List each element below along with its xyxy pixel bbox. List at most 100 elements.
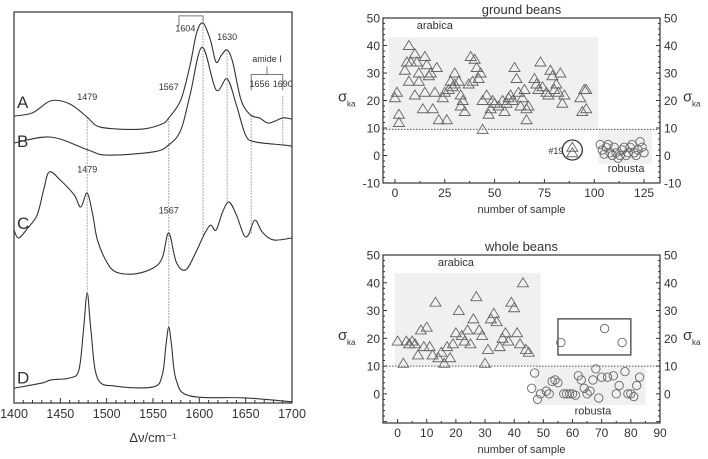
x-tick-label: 1700 bbox=[278, 407, 306, 421]
point-arabica bbox=[402, 39, 416, 50]
plot-frame bbox=[13, 11, 293, 404]
point-arabica bbox=[484, 313, 498, 324]
point-arabica bbox=[454, 100, 468, 111]
point-arabica bbox=[487, 307, 501, 318]
point-arabica bbox=[532, 83, 545, 94]
point-arabica bbox=[405, 335, 419, 346]
plot-frame bbox=[382, 254, 661, 424]
curve-label-C: C bbox=[17, 214, 29, 233]
x-tick-label: 40 bbox=[508, 426, 522, 440]
point-arabica bbox=[504, 296, 518, 307]
point-robusta bbox=[614, 380, 624, 391]
point-arabica bbox=[408, 89, 422, 100]
point-arabica bbox=[428, 86, 442, 97]
point-arabica bbox=[566, 146, 579, 158]
point-arabica bbox=[573, 91, 587, 103]
y-tick-label-right: 30 bbox=[664, 304, 678, 318]
point-arabica bbox=[432, 351, 445, 363]
point-arabica bbox=[411, 349, 425, 360]
peak-label: 1567 bbox=[159, 205, 179, 215]
point-arabica bbox=[484, 102, 497, 114]
point-robusta bbox=[576, 375, 586, 385]
y-tick-label-left: 40 bbox=[367, 276, 381, 290]
y-tick-label-left: 0 bbox=[373, 387, 380, 401]
point-robusta bbox=[631, 150, 641, 161]
point-arabica bbox=[458, 335, 471, 346]
point-arabica bbox=[412, 67, 426, 78]
point-arabica bbox=[470, 290, 483, 302]
x-tick-label: 75 bbox=[538, 186, 552, 200]
point-robusta bbox=[564, 389, 575, 399]
point-arabica bbox=[468, 53, 481, 64]
x-tick-label: 20 bbox=[449, 426, 463, 440]
x-tick-label: 30 bbox=[478, 426, 492, 440]
x-tick-label: 1450 bbox=[46, 407, 74, 421]
point-robusta bbox=[615, 150, 625, 161]
spectrum-line-C bbox=[13, 171, 293, 275]
y-axis-label-sub-right: ka bbox=[692, 100, 701, 109]
point-arabica bbox=[502, 335, 515, 346]
y-axis-label-sub-left: ka bbox=[347, 338, 356, 347]
point-arabica bbox=[472, 72, 485, 83]
peak-label: 1604 bbox=[175, 24, 195, 34]
point-robusta bbox=[550, 375, 560, 385]
x-tick-label: 0 bbox=[392, 186, 399, 200]
y-axis-label-sub-right: ka bbox=[692, 338, 701, 347]
point-arabica bbox=[506, 94, 519, 105]
point-arabica bbox=[462, 78, 475, 89]
point-arabica bbox=[550, 78, 563, 89]
point-arabica bbox=[492, 100, 505, 111]
point-robusta bbox=[582, 389, 592, 399]
point-arabica bbox=[418, 50, 432, 61]
point-arabica bbox=[435, 346, 448, 357]
point-robusta bbox=[599, 323, 610, 334]
point-arabica bbox=[508, 61, 521, 72]
point-arabica bbox=[536, 80, 549, 92]
point-arabica bbox=[516, 276, 530, 288]
point-arabica bbox=[480, 89, 493, 100]
point-arabica bbox=[490, 315, 504, 327]
y-tick-label-right: 30 bbox=[664, 67, 678, 81]
y-axis-label-right: σ bbox=[683, 327, 693, 344]
y-tick-label-left: 30 bbox=[367, 67, 381, 81]
point-arabica bbox=[398, 64, 412, 75]
point-robusta bbox=[611, 389, 621, 399]
point-arabica bbox=[426, 349, 439, 360]
point-arabica bbox=[391, 335, 404, 346]
point-robusta bbox=[570, 390, 581, 400]
point-arabica bbox=[420, 321, 434, 332]
point-robusta bbox=[623, 389, 633, 399]
x-tick-label: 60 bbox=[566, 426, 580, 440]
x-tick-label: 1400 bbox=[0, 407, 28, 421]
point-arabica bbox=[498, 105, 511, 116]
point-arabica bbox=[448, 78, 462, 89]
point-arabica bbox=[452, 75, 466, 86]
point-robusta bbox=[634, 372, 645, 382]
point-arabica bbox=[556, 97, 569, 108]
point-arabica bbox=[388, 91, 402, 103]
point-arabica bbox=[418, 86, 432, 97]
point-arabica bbox=[416, 102, 430, 114]
point-arabica bbox=[478, 357, 492, 368]
point-arabica bbox=[440, 113, 454, 125]
y-tick-label-left: 10 bbox=[367, 360, 381, 374]
point-arabica bbox=[443, 351, 457, 363]
point-arabica bbox=[542, 89, 555, 100]
point-arabica bbox=[519, 343, 533, 354]
x-tick-label: 100 bbox=[584, 186, 604, 200]
point-arabica bbox=[512, 86, 525, 97]
y-tick-label-right: 0 bbox=[664, 149, 671, 163]
point-arabica bbox=[493, 340, 506, 352]
point-arabica bbox=[449, 326, 463, 338]
y-tick-label-left: 20 bbox=[367, 332, 381, 346]
point-arabica bbox=[470, 61, 483, 72]
curve-label-A: A bbox=[17, 93, 29, 112]
point-arabica bbox=[458, 105, 472, 116]
point-arabica bbox=[475, 329, 489, 340]
point-arabica bbox=[412, 75, 426, 86]
peak-label: amide I bbox=[252, 54, 282, 64]
point-arabica bbox=[554, 67, 567, 78]
point-robusta bbox=[608, 371, 618, 381]
x-axis-label: number of sample bbox=[477, 444, 565, 456]
x-axis-label: Δν/cm⁻¹ bbox=[129, 430, 177, 445]
